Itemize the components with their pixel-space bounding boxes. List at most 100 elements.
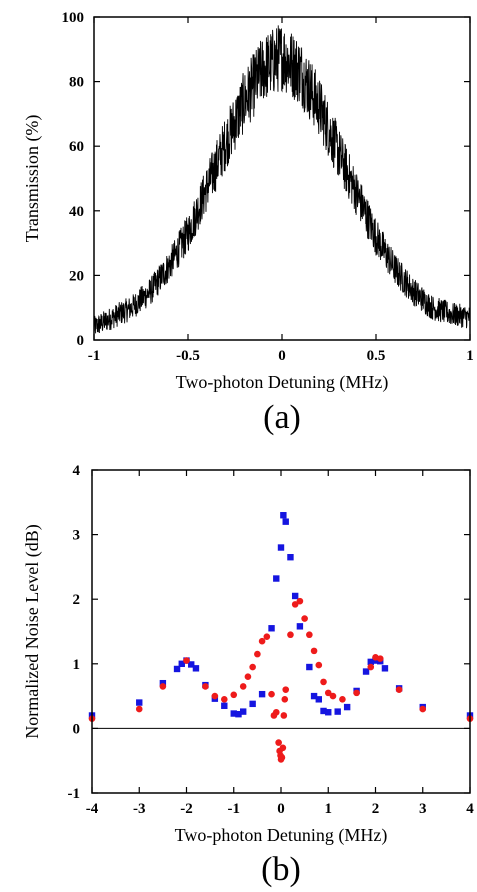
- panel-b-y-tick-label: 1: [73, 657, 81, 673]
- panel-a-y-axis-label: Transmission (%): [22, 115, 43, 243]
- red-circle-point: [249, 663, 256, 671]
- blue-square-point: [249, 700, 256, 708]
- blue-square-point: [291, 592, 299, 600]
- panel-b-x-tick-label: -2: [180, 801, 193, 817]
- blue-square-point: [188, 661, 195, 668]
- panel-b-x-axis-label: Two-photon Detuning (MHz): [175, 825, 388, 846]
- red-circle-point: [395, 686, 403, 693]
- panel-b-y-axis-label: Normalized Noise Level (dB): [22, 524, 43, 738]
- blue-square-point: [381, 665, 389, 672]
- red-circle-point: [244, 673, 252, 681]
- blue-square-point: [136, 699, 143, 706]
- red-circle-point: [282, 686, 290, 693]
- blue-square-point: [296, 623, 304, 630]
- red-circle-point: [159, 683, 167, 690]
- red-circle-point: [279, 744, 287, 752]
- panel-a-y-tick-label: 100: [62, 10, 85, 26]
- panel-b-y-tick-label: 4: [73, 463, 81, 479]
- panel-b-x-tick-label: 1: [325, 801, 333, 817]
- blue-square-point: [192, 665, 200, 672]
- panel-b-x-tick-label: 0: [277, 801, 285, 817]
- panel-a: -1 -0.5 0 0.5 1 0 20 40 60 80 100 Two-photon Detun…: [22, 10, 474, 436]
- red-circle-point: [353, 689, 360, 697]
- panel-b-x-tick-label: 2: [372, 801, 380, 817]
- blue-square-point: [315, 696, 322, 703]
- panel-b-x-tick-label: 3: [419, 801, 427, 817]
- panel-a-plot: [93, 25, 471, 334]
- blue-square-point: [258, 690, 266, 698]
- red-circle-point: [315, 661, 323, 669]
- red-circle-point: [239, 683, 247, 690]
- blue-square-point: [280, 512, 287, 519]
- panel-a-ticks: -1 -0.5 0 0.5 1 0 20 40 60 80 100: [62, 10, 474, 364]
- blue-square-point: [230, 710, 237, 717]
- blue-square-point: [362, 668, 370, 675]
- panel-b-label: (b): [261, 851, 301, 888]
- red-circle-point: [230, 691, 238, 699]
- blue-square-point: [320, 707, 327, 715]
- panel-b-y-tick-label: 2: [73, 592, 81, 608]
- red-circle-point: [376, 655, 384, 662]
- panel-a-x-tick-label: 1: [466, 348, 474, 364]
- panel-a-label: (a): [263, 399, 301, 436]
- red-circle-point: [281, 696, 289, 703]
- panel-a-x-tick-label: 0: [278, 348, 286, 364]
- panel-b: -4 -3 -2 -1 0 1 2 3 4 -1 0 1 2 3 4 Two-photon Detuning…: [22, 463, 474, 888]
- red-circle-point: [221, 696, 228, 703]
- red-circle-point: [296, 597, 304, 605]
- red-circle-point: [211, 692, 219, 700]
- red-circle-point: [310, 647, 318, 655]
- red-circle-point: [324, 689, 332, 697]
- panel-a-x-tick-label: -0.5: [176, 348, 200, 364]
- blue-square-point: [306, 663, 313, 671]
- panel-b-plot: [88, 512, 474, 763]
- red-circle-point: [419, 705, 427, 713]
- blue-square-point: [282, 518, 289, 525]
- red-circle-point: [278, 754, 286, 761]
- red-circle-point: [329, 692, 337, 700]
- panel-a-y-tick-label: 80: [69, 75, 84, 91]
- panel-b-x-tick-label: 4: [466, 801, 474, 817]
- blue-square-point: [178, 660, 185, 667]
- red-circle-point: [202, 683, 209, 690]
- panel-b-y-tick-label: 0: [73, 721, 81, 737]
- red-circle-point: [254, 650, 261, 658]
- panel-b-x-tick-label: -1: [228, 801, 241, 817]
- red-circle-point: [183, 657, 190, 664]
- panel-a-x-tick-label: 0.5: [367, 348, 386, 364]
- panel-b-y-tick-label: 3: [73, 528, 81, 544]
- panel-a-x-tick-label: -1: [88, 348, 101, 364]
- red-circle-point: [135, 705, 143, 713]
- blue-square-point: [325, 709, 332, 716]
- red-circle-point: [306, 631, 313, 639]
- blue-square-point: [277, 544, 285, 551]
- red-circle-point: [291, 601, 299, 608]
- panel-a-y-tick-label: 40: [69, 204, 84, 220]
- blue-square-point: [240, 708, 247, 715]
- blue-square-point: [343, 703, 351, 711]
- blue-square-point: [367, 658, 374, 666]
- red-circle-point: [287, 631, 294, 639]
- blue-square-point: [273, 575, 280, 582]
- panel-a-y-tick-label: 20: [69, 268, 84, 284]
- red-circle-point: [339, 696, 346, 703]
- panel-b-y-tick-label: -1: [68, 786, 81, 802]
- blue-square-point: [221, 702, 228, 709]
- red-circle-point: [367, 663, 375, 671]
- red-circle-point: [263, 633, 271, 640]
- blue-square-point: [334, 708, 341, 715]
- transmission-trace: [93, 25, 471, 334]
- red-circle-point: [268, 690, 275, 698]
- panel-b-x-tick-label: -3: [133, 801, 146, 817]
- red-circle-point: [280, 712, 288, 719]
- blue-square-point: [235, 710, 242, 718]
- panel-b-ticks: -4 -3 -2 -1 0 1 2 3 4 -1 0 1 2 3 4: [68, 463, 475, 817]
- red-circle-point: [275, 739, 282, 746]
- red-circle-point: [258, 637, 266, 645]
- panel-a-x-axis-label: Two-photon Detuning (MHz): [176, 372, 389, 393]
- red-circle-point: [320, 678, 327, 686]
- panel-a-y-tick-label: 0: [77, 333, 85, 349]
- blue-square-point: [287, 554, 294, 561]
- red-circle-point: [272, 708, 280, 716]
